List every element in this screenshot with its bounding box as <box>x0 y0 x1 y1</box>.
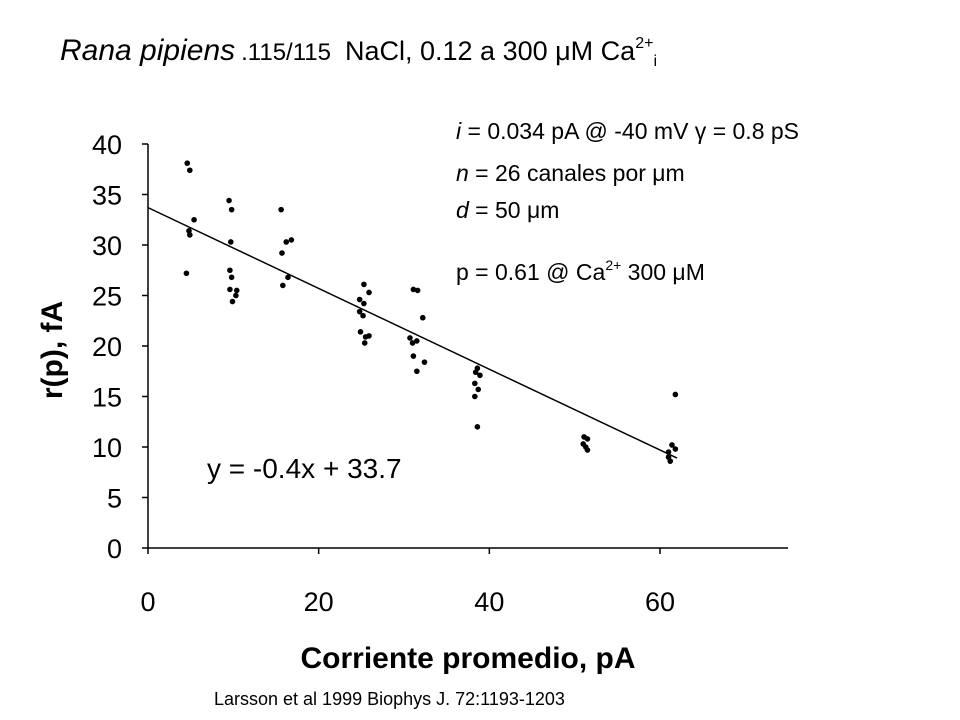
data-point <box>584 436 591 442</box>
info-n-symbol: n <box>456 160 469 186</box>
x-tick-label: 40 <box>474 587 504 617</box>
data-point <box>226 197 232 204</box>
data-point <box>228 206 235 213</box>
data-point <box>283 239 290 245</box>
x-tick-label: 0 <box>140 587 155 617</box>
data-point <box>421 359 428 365</box>
info-n-text: = 26 canales por μm <box>468 160 685 186</box>
title-solution: .115/115 <box>241 39 331 66</box>
title-condition: NaCl, 0.12 a 300 μM Ca2+i <box>344 35 657 70</box>
data-point <box>414 287 421 294</box>
title-species: Rana pipiens <box>60 34 236 67</box>
y-tick-label: 15 <box>92 383 122 413</box>
fit-line-group: y = -0.4x + 33.7 <box>147 206 678 484</box>
y-tick-label: 0 <box>107 534 122 564</box>
title-condition-sup: 2+ <box>635 35 654 52</box>
title-condition-sub: i <box>653 53 657 70</box>
y-tick-label: 30 <box>92 231 122 261</box>
info-d-symbol: d <box>456 197 469 223</box>
data-point <box>477 372 483 379</box>
data-point <box>472 369 479 376</box>
info-p-suffix: 300 μM <box>621 259 705 285</box>
y-tick-label: 35 <box>92 181 122 211</box>
data-point <box>414 338 420 344</box>
data-point <box>280 282 286 289</box>
data-point <box>183 270 190 277</box>
data-point <box>227 286 233 293</box>
data-point <box>229 298 236 305</box>
y-axis-title: r(p), fA <box>36 301 69 399</box>
info-d-text: = 50 μm <box>468 197 560 223</box>
y-tick-label: 10 <box>92 433 122 463</box>
data-point <box>184 160 191 166</box>
data-point <box>361 340 368 346</box>
y-tick-label: 25 <box>92 282 122 312</box>
chart-title: Rana pipiens .115/115 NaCl, 0.12 a 300 μM … <box>60 34 657 71</box>
data-point <box>187 167 193 174</box>
info-i-symbol: i <box>456 118 462 144</box>
data-point <box>278 206 284 213</box>
info-line-current: i = 0.034 pA @ -40 mV γ = 0.8 pS <box>456 118 799 145</box>
data-point <box>233 292 239 299</box>
data-point <box>285 274 291 281</box>
x-tick-label: 60 <box>645 587 675 617</box>
data-point <box>410 286 417 293</box>
data-point <box>360 312 366 319</box>
fit-equation: y = -0.4x + 33.7 <box>207 453 402 484</box>
data-point <box>228 274 235 281</box>
data-point <box>669 442 675 448</box>
title-condition-prefix: NaCl, 0.12 a 300 μM Ca <box>344 36 636 66</box>
data-point <box>672 391 679 398</box>
data-point <box>227 239 234 245</box>
data-point <box>187 232 193 238</box>
data-point <box>191 216 197 223</box>
data-point <box>362 334 369 340</box>
info-line-channels: n = 26 canales por μm <box>456 160 685 187</box>
data-point <box>233 287 240 294</box>
x-axis-title: Corriente promedio, pA <box>300 642 635 675</box>
data-point <box>410 353 417 359</box>
citation: Larsson et al 1999 Biophys J. 72:1193-12… <box>214 689 565 709</box>
info-p-sup: 2+ <box>605 257 622 273</box>
data-point <box>407 335 413 341</box>
data-point <box>672 446 679 452</box>
data-points <box>183 160 679 464</box>
data-point <box>409 340 416 346</box>
data-point <box>356 296 363 303</box>
info-line-probability: p = 0.61 @ Ca2+ 300 μM <box>456 257 705 286</box>
data-point <box>361 281 367 288</box>
data-point <box>667 458 674 464</box>
y-tick-label: 20 <box>92 332 122 362</box>
data-point <box>366 289 372 296</box>
data-point <box>584 447 591 453</box>
data-point <box>356 308 363 315</box>
data-point <box>472 393 478 400</box>
data-point <box>474 424 481 430</box>
data-point <box>414 368 420 375</box>
info-i-text: = 0.034 pA @ -40 mV γ = 0.8 pS <box>461 118 800 144</box>
data-point <box>227 267 233 274</box>
data-point <box>288 237 295 243</box>
info-line-diameter: d = 50 μm <box>456 197 559 224</box>
x-tick-label: 20 <box>304 587 334 617</box>
axis-labels: Corriente promedio, pA r(p), fA <box>36 301 636 675</box>
y-tick-label: 40 <box>92 130 122 160</box>
info-p-prefix: p = 0.61 @ Ca <box>456 259 606 285</box>
data-point <box>361 300 367 307</box>
data-point <box>357 329 364 335</box>
data-point <box>419 314 426 321</box>
data-point <box>279 250 285 256</box>
data-point <box>475 386 482 393</box>
data-point <box>472 380 478 387</box>
y-tick-label: 5 <box>107 484 122 514</box>
fit-line <box>147 206 678 459</box>
axes: 0 5 10 15 20 25 30 35 40 0 20 40 60 <box>92 130 788 617</box>
